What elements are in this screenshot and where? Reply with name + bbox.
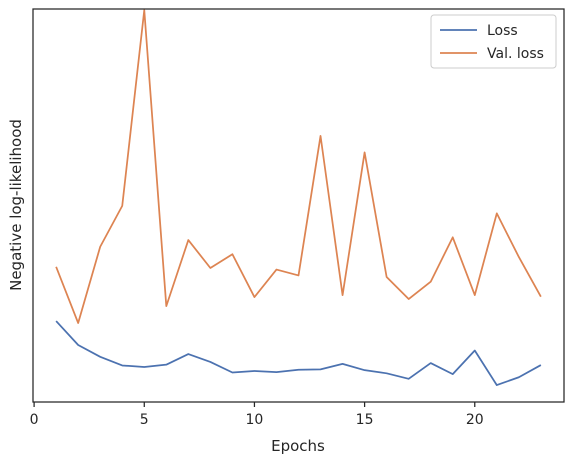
y-axis-label: Negative log-likelihood — [7, 119, 25, 291]
x-tick-label: 5 — [140, 412, 149, 428]
x-axis: 0 5 10 15 20 — [30, 402, 484, 428]
x-tick-label: 0 — [30, 412, 39, 428]
legend: Loss Val. loss — [430, 14, 557, 69]
x-tick-label: 15 — [356, 412, 374, 428]
x-tick-label: 20 — [466, 412, 484, 428]
series-layer — [55, 9, 542, 386]
legend-box — [430, 14, 557, 69]
series-line-loss — [55, 320, 542, 386]
plot-frame — [32, 8, 565, 403]
x-axis-label: Epochs — [271, 437, 325, 455]
x-tick-label: 10 — [246, 412, 264, 428]
legend-label-loss: Loss — [487, 23, 518, 39]
legend-label-val-loss: Val. loss — [487, 46, 544, 62]
series-line-val-loss — [55, 9, 542, 324]
